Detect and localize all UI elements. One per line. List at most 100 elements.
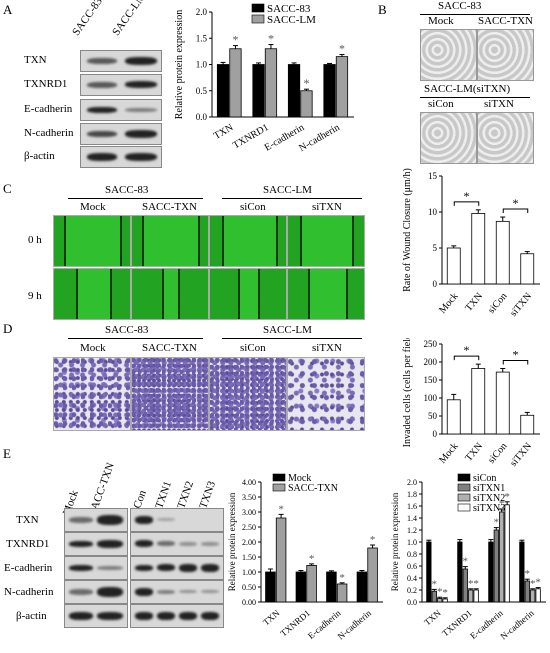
- significance-mark: *: [513, 196, 519, 210]
- y-tick-label: 100: [424, 393, 438, 403]
- legend-swatch: [272, 483, 286, 492]
- significance-mark: *: [309, 553, 315, 565]
- y-tick-label: 5: [433, 243, 438, 253]
- significance-mark: *: [442, 587, 448, 599]
- legend-swatch: [457, 503, 471, 512]
- panel-d-col-sitxn: siTXN: [312, 342, 342, 354]
- significance-mark: *: [513, 347, 519, 361]
- y-tick-label: 1.4: [407, 514, 417, 523]
- invasion-mock: [53, 357, 131, 431]
- significance-mark: *: [499, 498, 505, 510]
- category-label: TXN: [463, 291, 485, 314]
- bar: [275, 517, 287, 603]
- y-tick-label: 0: [433, 279, 438, 289]
- wound-sicon-9h: [209, 268, 287, 320]
- panel-b-top-title: SACC-83: [438, 0, 482, 12]
- blot-e-row-bactin: β-actin: [16, 610, 47, 622]
- blot-e-left-txnrd1: [64, 532, 128, 556]
- panel-c-col-sicon: siCon: [240, 201, 266, 213]
- micrograph-mock: [420, 29, 477, 81]
- bar: [426, 541, 432, 603]
- legend-label: siTXN2: [473, 493, 505, 504]
- category-label: N-cadherin: [498, 608, 536, 642]
- bar: [336, 583, 348, 603]
- panel-d-col-sicon: siCon: [240, 342, 266, 354]
- significance-bracket: [502, 208, 529, 214]
- bar: [356, 571, 368, 603]
- y-axis-label: Relative protein expression: [227, 492, 237, 591]
- y-tick-label: 250: [424, 339, 438, 349]
- blot-e-right-txn: [130, 508, 224, 532]
- y-tick-label: 0.8: [407, 550, 417, 559]
- y-tick-label: 1.0: [196, 60, 208, 70]
- y-tick-label: 1.50: [242, 553, 256, 562]
- blot-a-txn: [80, 50, 162, 72]
- bar: [442, 598, 448, 603]
- wound-mock-0h: [53, 215, 131, 267]
- panel-d-col-mock: Mock: [80, 342, 106, 354]
- y-tick-label: 2.00: [242, 538, 256, 547]
- blot-e-row-ecadherin: E-cadherin: [4, 562, 53, 574]
- significance-bracket: [453, 201, 480, 206]
- bar: [335, 56, 349, 118]
- blot-row-ncadherin: N-cadherin: [24, 127, 74, 139]
- category-label: N-cadherin: [336, 608, 374, 642]
- y-tick-label: 2.0: [407, 478, 417, 487]
- bar: [295, 571, 307, 603]
- wound-sitxn-9h: [287, 268, 365, 320]
- bar: [216, 64, 230, 118]
- legend-swatch: [457, 493, 471, 502]
- blot-e-row-ncadherin: N-cadherin: [4, 586, 54, 598]
- y-tick-label: 50: [428, 411, 438, 421]
- panel-c-group1-underline: [68, 198, 203, 199]
- bar: [287, 64, 301, 118]
- panel-b-label-sicon: siCon: [428, 98, 454, 110]
- significance-mark: *: [468, 578, 474, 590]
- bar: [446, 399, 461, 435]
- panel-b-bottom-title: SACC-LM(siTXN): [424, 83, 511, 95]
- bar: [468, 589, 474, 603]
- bar: [493, 529, 499, 603]
- micrograph-sicon: [420, 112, 477, 164]
- invasion-sacctxn: [131, 357, 209, 431]
- y-tick-label: 0.0: [407, 598, 417, 607]
- significance-mark: *: [339, 42, 345, 56]
- significance-mark: *: [437, 586, 443, 598]
- category-label: Mock: [437, 291, 460, 316]
- chart-d-invaded-cells: 0 50 100 150 200 250 Invaded cells (cells per …: [402, 338, 540, 469]
- y-tick-label: 4.00: [242, 478, 256, 487]
- panel-d-group-sacc83: SACC-83: [105, 324, 149, 336]
- panel-label-a: A: [3, 2, 13, 17]
- significance-mark: *: [494, 517, 500, 529]
- bar: [530, 589, 536, 603]
- y-tick-label: 0.5: [196, 86, 208, 96]
- category-label: siCon: [486, 291, 509, 316]
- blot-row-txn: TXN: [24, 54, 47, 66]
- blot-a-bactin: [80, 146, 162, 168]
- y-tick-label: 3.00: [242, 508, 256, 517]
- y-axis-label: Relative protein expression: [174, 10, 185, 119]
- y-tick-label: 1.5: [196, 33, 208, 43]
- y-tick-label: 1.8: [407, 490, 417, 499]
- bar: [457, 541, 463, 603]
- significance-bracket: [453, 355, 480, 361]
- panel-label-d: D: [3, 321, 13, 336]
- lane-label-sacc83: SACC-83: [70, 0, 105, 38]
- bar: [499, 511, 505, 603]
- significance-mark: *: [268, 32, 274, 46]
- panel-b-label-sitxn: siTXN: [484, 98, 514, 110]
- y-tick-label: 2.50: [242, 523, 256, 532]
- legend-label: siTXN1: [473, 483, 505, 494]
- invasion-sicon: [209, 357, 287, 431]
- bar: [300, 90, 313, 118]
- blot-e-right-bactin: [130, 604, 224, 628]
- blot-a-ecadherin: [80, 99, 162, 121]
- wound-sitxn-0h: [287, 215, 365, 267]
- blot-a-txnrd1: [80, 74, 162, 96]
- bar: [431, 590, 437, 603]
- significance-mark: *: [463, 556, 469, 568]
- panel-b-label-sacctxn: SACC-TXN: [478, 15, 534, 27]
- y-tick-label: 0.50: [242, 583, 256, 592]
- bar: [495, 220, 510, 285]
- y-tick-label: 2.0: [196, 7, 208, 17]
